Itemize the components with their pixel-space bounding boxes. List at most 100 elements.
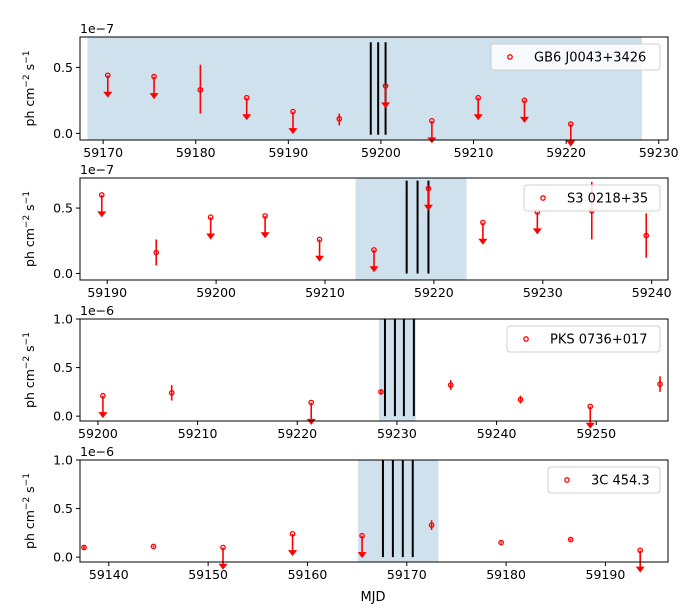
upper-limit-arrow: [532, 228, 542, 235]
y-tick-label: 0.0: [53, 550, 73, 565]
upper-limit-arrow: [478, 238, 488, 245]
data-point: [357, 532, 367, 559]
y-tick-label: 1.0: [53, 312, 73, 327]
point-marker: [382, 83, 389, 89]
data-point: [206, 214, 216, 240]
point-marker: [378, 389, 384, 395]
y-label-exponent: −1: [22, 191, 32, 204]
data-point: [315, 236, 325, 262]
data-point: [447, 380, 454, 390]
data-point: [369, 247, 379, 273]
point-marker: [429, 118, 435, 124]
upper-limit-arrow: [357, 552, 367, 559]
x-tick-label: 59240: [632, 285, 672, 300]
legend-box: [490, 43, 661, 71]
legend: S3 0218+35: [523, 184, 661, 212]
legend-label: 3C 454.3: [591, 474, 650, 489]
data-point: [478, 219, 488, 245]
data-point: [567, 536, 574, 543]
legend-box: [506, 325, 661, 353]
y-label-unit: ph cm: [22, 228, 37, 267]
y-label-unit: s: [22, 486, 37, 497]
y-label-unit: s: [22, 345, 37, 356]
data-point: [473, 94, 483, 121]
data-point: [150, 543, 157, 550]
upper-limit-arrow: [103, 91, 113, 98]
x-tick-label: 59200: [78, 426, 118, 441]
legend: PKS 0736+017: [506, 325, 661, 353]
point-marker: [150, 543, 157, 550]
y-axis-label: ph cm−2 s−1: [22, 473, 37, 549]
point-marker: [428, 522, 435, 528]
scale-label: 1e−7: [80, 162, 114, 177]
point-marker: [567, 536, 574, 543]
point-marker: [104, 72, 111, 79]
x-tick-label: 59230: [377, 426, 417, 441]
y-tick-label: 0.0: [53, 126, 73, 141]
x-tick-label: 59180: [486, 567, 526, 582]
point-marker: [567, 121, 574, 128]
data-point: [260, 213, 270, 239]
upper-limit-arrow: [260, 232, 270, 239]
upper-limit-arrow: [381, 102, 391, 109]
point-marker: [308, 399, 315, 406]
y-label-exponent: −2: [22, 74, 32, 87]
y-tick-label: 0.5: [53, 501, 73, 516]
data-point: [103, 72, 113, 98]
data-point: [97, 192, 107, 218]
highlight-band: [355, 178, 467, 280]
upper-limit-arrow: [288, 550, 298, 557]
point-marker: [447, 382, 454, 388]
data-point: [306, 399, 316, 425]
point-marker: [98, 192, 105, 198]
point-marker: [100, 392, 106, 399]
point-marker: [289, 530, 296, 537]
point-marker: [480, 219, 486, 226]
y-label-exponent: −2: [22, 497, 32, 510]
y-axis-label: ph cm−2 s−1: [22, 51, 37, 127]
x-tick-label: 59220: [546, 145, 586, 160]
upper-limit-arrow: [149, 93, 159, 100]
x-tick-label: 59210: [454, 145, 494, 160]
point-marker: [168, 389, 175, 396]
highlight-band: [358, 460, 439, 562]
point-marker: [359, 532, 365, 539]
data-point: [149, 73, 159, 100]
y-label-unit: ph cm: [22, 369, 37, 408]
panel-1: 59170 59180 59190 59200 59210 59220 59230 0.0 0.…: [22, 21, 679, 160]
point-marker: [336, 116, 343, 122]
x-tick-label: 59250: [576, 426, 616, 441]
x-tick-label: 59210: [178, 426, 218, 441]
y-tick-label: 0.0: [53, 266, 73, 281]
data-point: [197, 64, 204, 114]
point-marker: [475, 94, 482, 101]
axes-frame: [79, 318, 669, 422]
upper-limit-arrow: [97, 211, 107, 218]
legend: 3C 454.3: [547, 466, 661, 494]
axes-frame: [79, 177, 669, 281]
upper-limit-arrow: [288, 128, 298, 135]
scale-label: 1e−7: [80, 21, 114, 36]
point-marker: [425, 185, 432, 192]
data-point: [288, 530, 298, 557]
point-marker: [81, 544, 87, 551]
x-tick-label: 59190: [586, 567, 626, 582]
x-tick-label: 59220: [414, 285, 454, 300]
y-tick-label: 0.0: [53, 409, 73, 424]
x-tick-label: 59220: [277, 426, 317, 441]
data-point: [168, 385, 175, 401]
data-point: [378, 389, 384, 395]
data-point: [81, 544, 87, 551]
panel-2: 59190 59200 59210 59220 59230 59240 0.0 0.5 1e−7…: [22, 162, 672, 300]
axes-frame: [79, 36, 669, 141]
x-tick-label: 59240: [477, 426, 517, 441]
point-marker: [151, 73, 157, 80]
y-label-exponent: −1: [22, 473, 32, 486]
point-marker: [657, 381, 663, 387]
data-point: [336, 113, 343, 126]
point-marker: [498, 539, 504, 546]
point-marker: [243, 94, 250, 101]
upper-limit-arrow: [315, 255, 325, 262]
y-tick-label: 1.0: [53, 453, 73, 468]
legend-label: GB6 J0043+3426: [534, 51, 646, 66]
